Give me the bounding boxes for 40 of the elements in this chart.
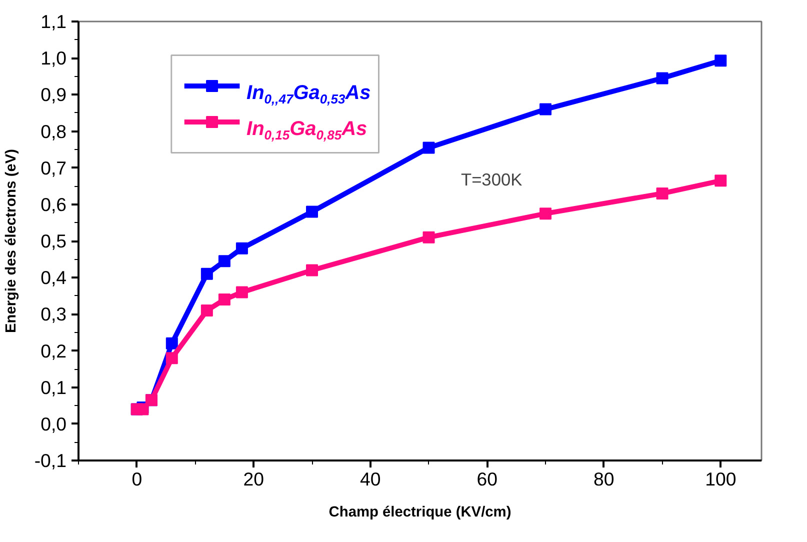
x-tick-label: 0 (132, 468, 142, 490)
y-tick-label: 0,9 (40, 84, 67, 106)
point (218, 294, 230, 306)
x-tick-label: 80 (594, 468, 614, 490)
point (236, 242, 248, 254)
point (166, 337, 178, 350)
point (218, 255, 230, 268)
y-tick-label: 0,1 (40, 376, 67, 398)
point (714, 54, 727, 67)
x-tick-label: 60 (476, 468, 498, 490)
point (200, 304, 213, 317)
y-tick-label: 0,2 (40, 340, 67, 362)
y-tick-label: 0,4 (40, 267, 67, 288)
point (656, 72, 668, 84)
point (422, 142, 435, 154)
point (656, 187, 668, 200)
x-tick-label: 100 (705, 468, 736, 490)
point (306, 264, 318, 276)
y-tick-label: 0,6 (40, 194, 67, 215)
point (306, 206, 318, 218)
point (540, 208, 552, 220)
y-tick-label: 0,8 (40, 120, 67, 142)
x-axis-title: Champ électrique (KV/cm) (328, 504, 512, 520)
x-tick-label: 20 (243, 468, 264, 490)
y-axis-title: Energie des électrons (eV) (3, 148, 20, 334)
point (166, 352, 178, 364)
y-tick-label: 0,7 (40, 157, 67, 178)
point (200, 268, 213, 280)
point (422, 231, 435, 244)
y-tick-label: 0,0 (40, 413, 67, 434)
y-tick-label: 0,3 (40, 304, 67, 325)
y-tick-label: 0,5 (40, 230, 67, 252)
annotation: T=300K (460, 170, 523, 190)
y-tick-label: 1,1 (40, 11, 67, 32)
point (714, 174, 727, 187)
x-tick-label: 40 (360, 468, 381, 490)
point (540, 103, 552, 116)
point (236, 286, 248, 298)
y-tick-label: 1,0 (40, 48, 67, 69)
y-tick-label: -0,1 (34, 450, 67, 471)
